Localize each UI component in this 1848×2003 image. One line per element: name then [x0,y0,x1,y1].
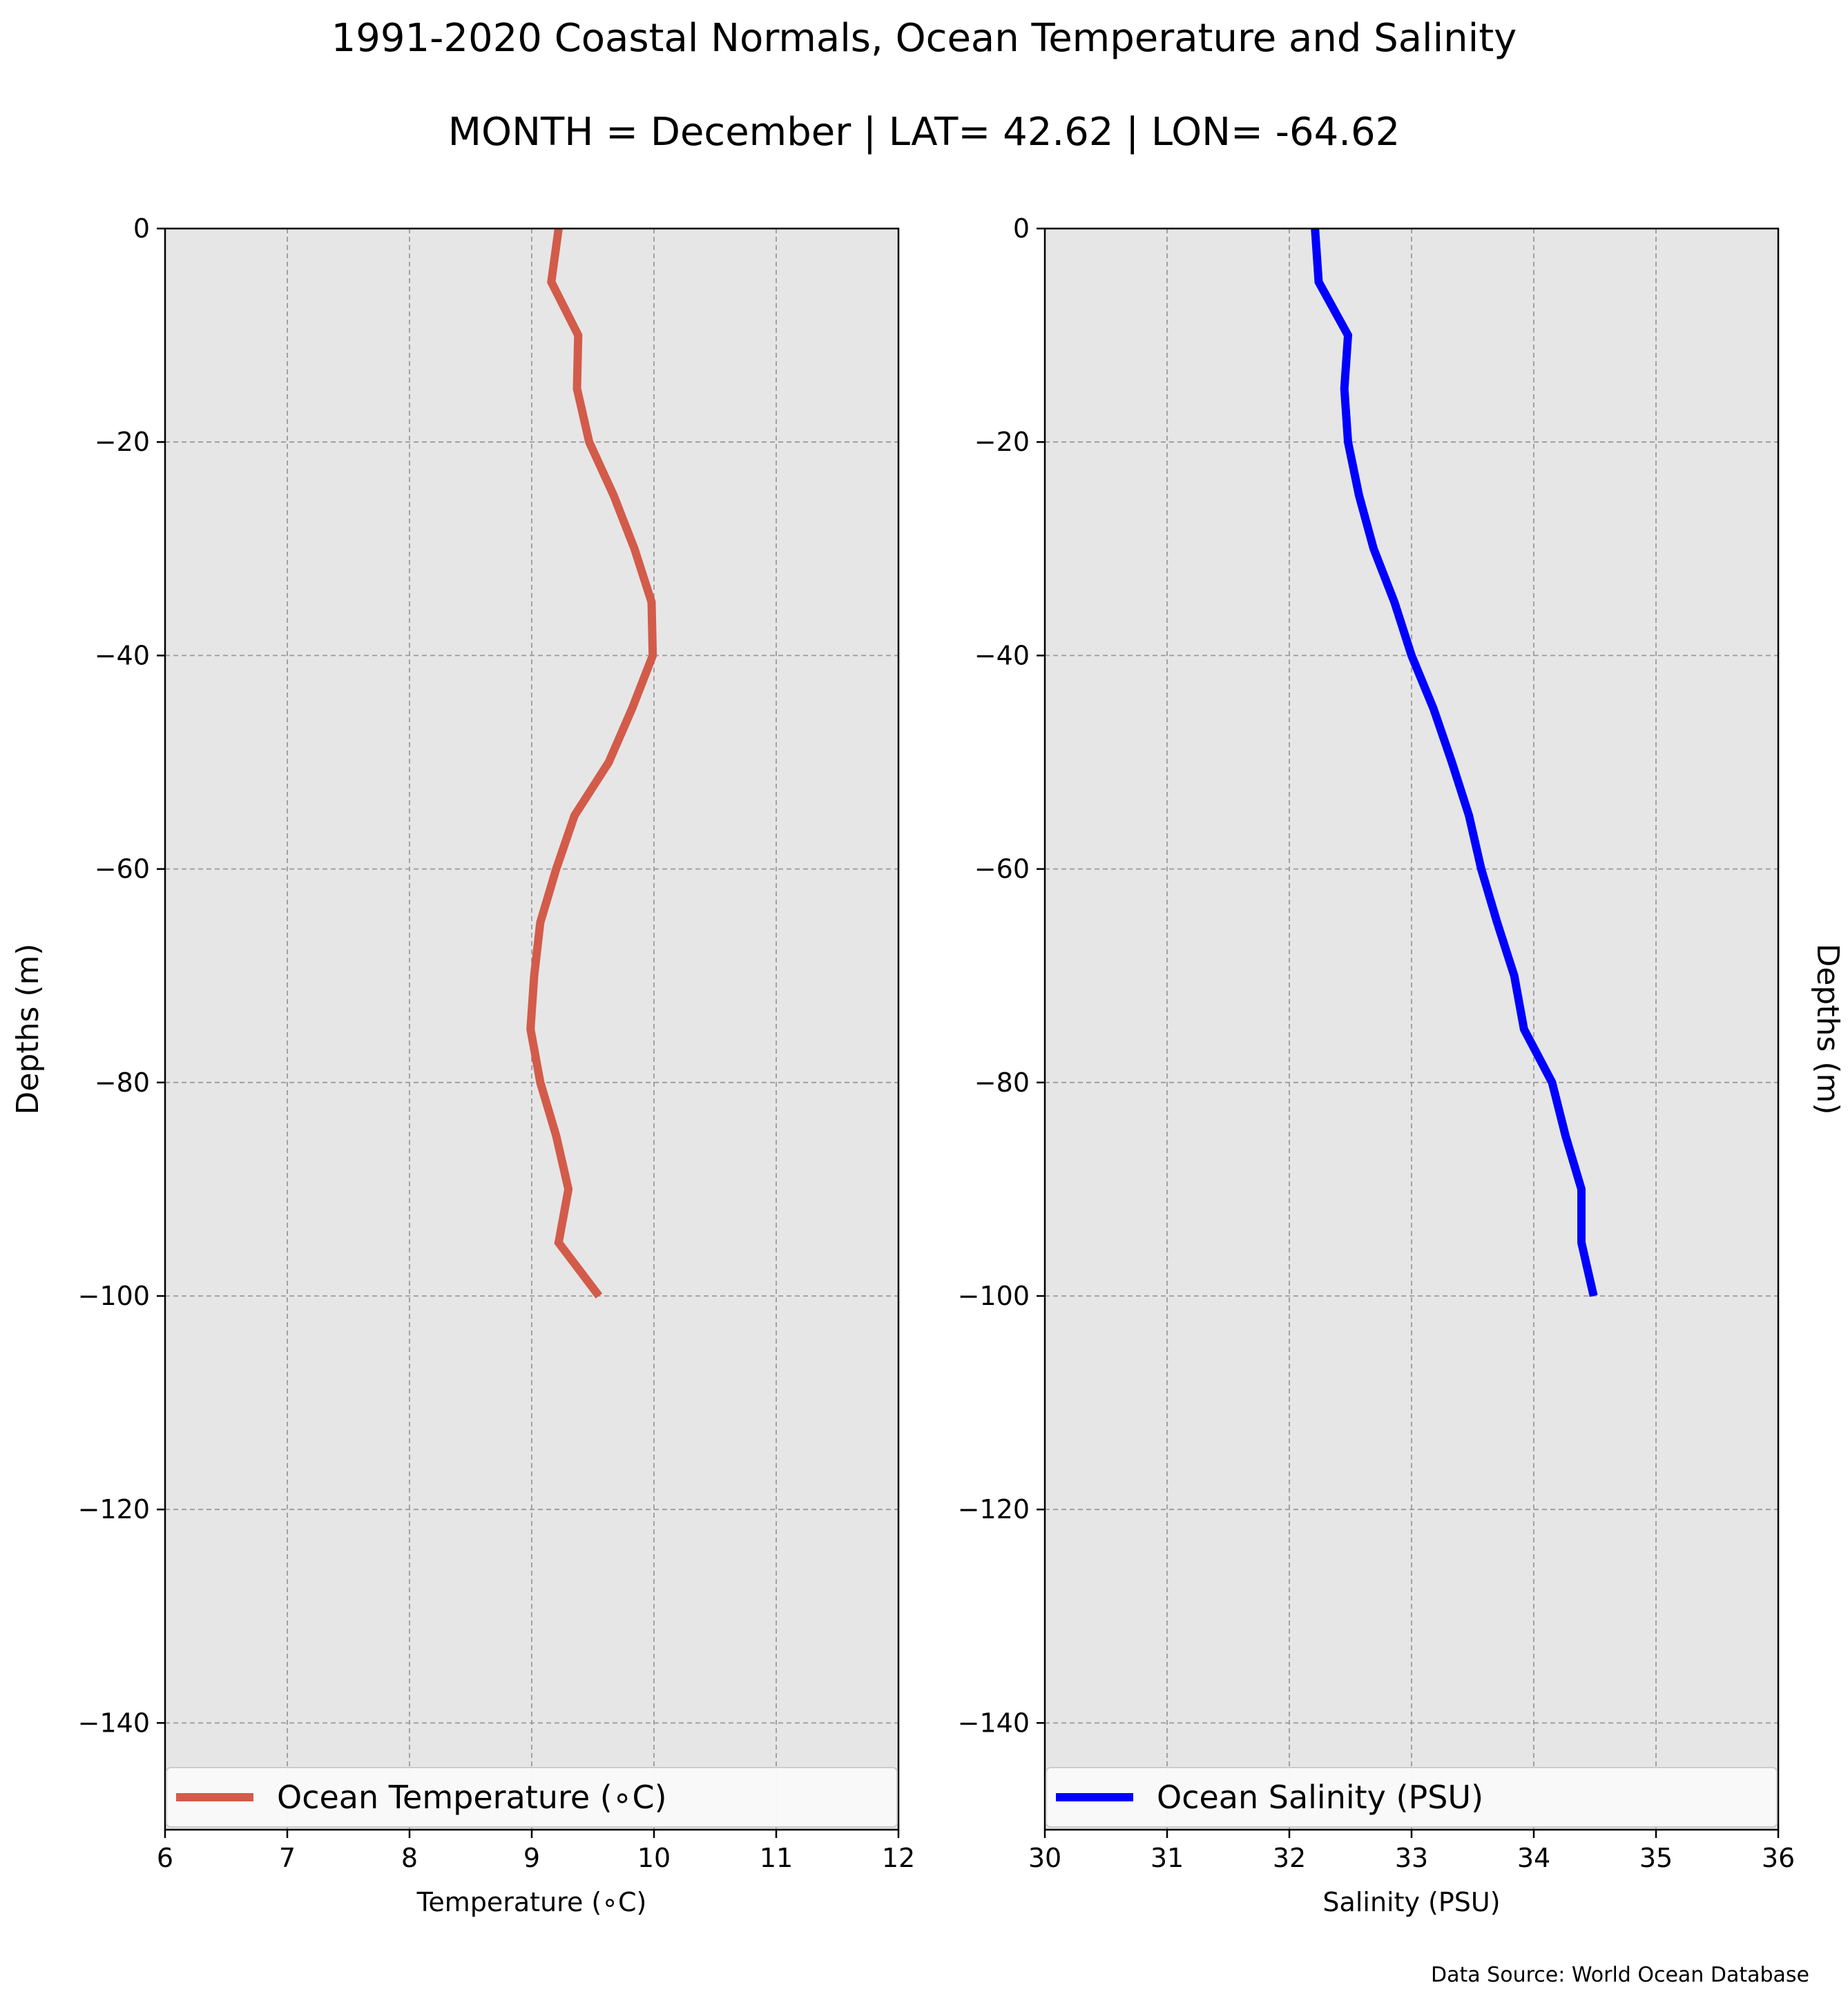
salinity-x-tick-label: 31 [1151,1843,1184,1873]
temperature-y-tick-label: −120 [78,1494,150,1525]
temperature-x-tick-label: 10 [637,1843,671,1873]
temperature-y-tick-label: −100 [78,1281,150,1311]
salinity-y-tick-label: −60 [974,854,1030,884]
temperature-x-tick-label: 7 [279,1843,296,1873]
salinity-x-tick-label: 32 [1273,1843,1306,1873]
salinity-depth-axis-label: Depths (m) [1810,943,1845,1114]
temperature-legend-box [166,1767,898,1828]
salinity-legend: Ocean Salinity (PSU) [1046,1767,1778,1828]
salinity-legend-box [1046,1767,1778,1828]
salinity-y-tick-label: −100 [958,1281,1030,1311]
data-source-note: Data Source: World Ocean Database [1431,1963,1809,1987]
salinity-y-tick-label: −80 [974,1067,1030,1098]
salinity-y-tick-label: 0 [1013,213,1030,244]
temperature-legend: Ocean Temperature (∘C) [166,1767,898,1828]
chart-subtitle: MONTH = December | LAT= 42.62 | LON= -64… [448,110,1401,155]
temperature-x-tick-label: 8 [401,1843,418,1873]
temperature-x-tick-label: 6 [157,1843,173,1873]
salinity-y-tick-label: −20 [974,427,1030,457]
salinity-x-tick-label: 36 [1762,1843,1795,1873]
salinity-legend-label: Ocean Salinity (PSU) [1157,1779,1483,1816]
temperature-y-tick-label: −20 [95,427,150,457]
temperature-y-tick-label: 0 [133,213,150,244]
salinity-y-tick-label: −120 [958,1494,1030,1525]
temperature-panel: 6 7 8 9 10 11 12 0 −20 −40 −60 −80 −100 −120 −140 Ocean… [10,213,915,1917]
temperature-y-tick-label: −40 [95,640,150,670]
temperature-x-tick-label: 9 [523,1843,540,1873]
salinity-profile-line [1311,228,1598,1297]
temperature-depth-axis-label: Depths (m) [10,943,46,1114]
salinity-x-tick-label: 30 [1028,1843,1061,1873]
chart-title: 1991-2020 Coastal Normals, Ocean Tempera… [331,16,1517,61]
temperature-axes-frame [164,227,900,1831]
temperature-y-tick-label: −80 [95,1067,150,1098]
temperature-legend-label: Ocean Temperature (∘C) [277,1779,667,1816]
salinity-y-tick-label: −40 [974,640,1030,670]
salinity-axis-label: Salinity (PSU) [1322,1887,1500,1917]
salinity-x-tick-label: 33 [1395,1843,1428,1873]
temperature-x-tick-label: 11 [760,1843,793,1873]
salinity-x-tick-label: 35 [1639,1843,1673,1873]
temperature-profile-line [526,228,657,1299]
salinity-x-tick-label: 34 [1517,1843,1550,1873]
temperature-x-tick-label: 12 [882,1843,915,1873]
temperature-y-tick-label: −140 [78,1707,150,1738]
salinity-axes-frame [1043,227,1780,1831]
temperature-y-tick-label: −60 [95,854,150,884]
salinity-panel: 30 31 32 33 34 35 36 0 −20 −40 −60 −80 −100 −120 −140 O… [958,213,1845,1917]
salinity-y-tick-label: −140 [958,1707,1030,1738]
temperature-axis-label: Temperature (∘C) [416,1887,647,1917]
